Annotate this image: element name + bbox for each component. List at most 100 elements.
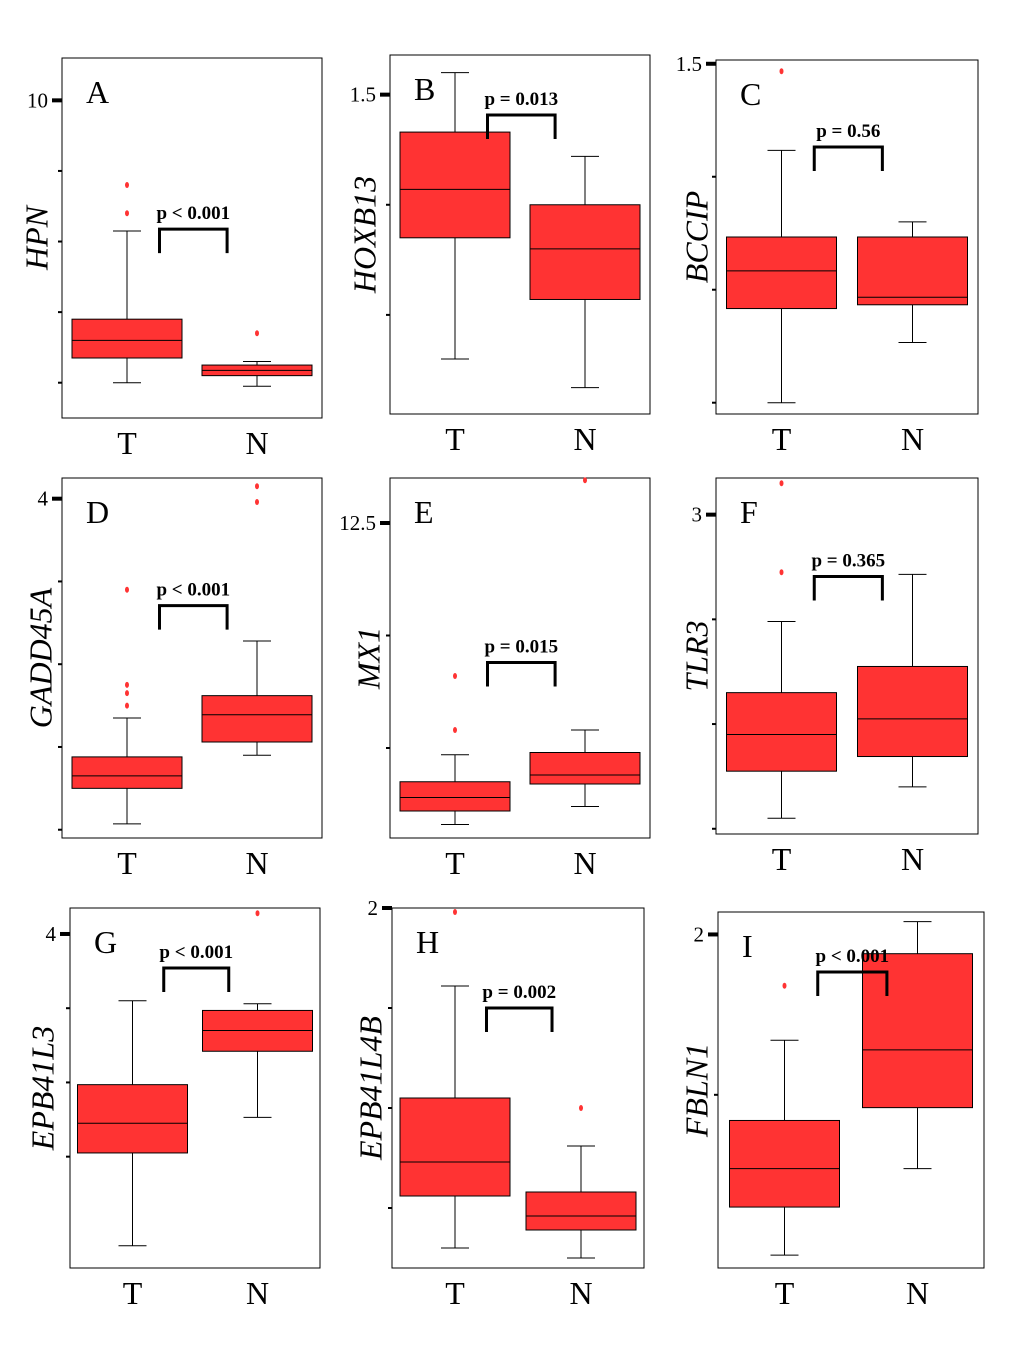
x-tick-label: T bbox=[772, 421, 792, 457]
significance-bracket bbox=[486, 113, 557, 139]
y-axis-label: MX1 bbox=[350, 627, 386, 690]
box-t bbox=[71, 586, 183, 825]
box-iqr bbox=[71, 318, 183, 359]
outlier-point bbox=[255, 910, 260, 917]
y-tick-label: 1.5 bbox=[676, 52, 702, 76]
panel-a: HPN A 10 T Np < 0.001 bbox=[18, 57, 323, 461]
panel-letter: G bbox=[94, 924, 117, 960]
panel-f: TLR3 F 3 T Np = 0.365 bbox=[678, 477, 979, 877]
p-value-label: p < 0.001 bbox=[159, 942, 233, 963]
p-value-label: p = 0.56 bbox=[816, 121, 880, 142]
outlier-point bbox=[779, 68, 784, 75]
panel-i: FBLN1 I 2 T Np < 0.001 bbox=[678, 911, 985, 1311]
outlier-point bbox=[125, 210, 129, 217]
panel-frame bbox=[715, 477, 979, 835]
p-value-label: p < 0.001 bbox=[156, 580, 230, 601]
box-iqr bbox=[726, 236, 837, 310]
x-tick-label: N bbox=[569, 1275, 592, 1311]
significance-bracket bbox=[486, 661, 557, 687]
y-tick-label: 10 bbox=[27, 88, 48, 112]
x-tick-label: T bbox=[445, 845, 465, 881]
box-n bbox=[857, 221, 968, 343]
box-iqr bbox=[729, 1119, 840, 1208]
box-iqr bbox=[71, 756, 183, 789]
x-tick-label: N bbox=[245, 845, 268, 881]
outlier-point bbox=[779, 480, 784, 487]
significance-bracket bbox=[162, 966, 231, 992]
panel-h: EPB41L4B H 2 T Np = 0.002 bbox=[352, 896, 645, 1311]
box-n bbox=[857, 573, 968, 788]
x-tick-label: N bbox=[245, 425, 268, 461]
y-axis-label: HOXB13 bbox=[346, 176, 382, 294]
outlier-point bbox=[255, 499, 259, 505]
panel-d: GADD45A D 4 T Np < 0.001 bbox=[22, 477, 323, 881]
p-value-label: p < 0.001 bbox=[156, 203, 230, 224]
panel-letter: C bbox=[740, 76, 761, 112]
box-n bbox=[529, 477, 641, 807]
x-tick-label: T bbox=[772, 841, 792, 877]
outlier-point bbox=[453, 727, 457, 733]
outlier-point bbox=[125, 702, 129, 709]
box-iqr bbox=[862, 953, 973, 1109]
panel-frame bbox=[715, 59, 979, 415]
significance-bracket bbox=[158, 227, 229, 254]
outlier-point bbox=[255, 330, 259, 337]
box-iqr bbox=[529, 752, 641, 785]
x-tick-label: T bbox=[445, 1275, 465, 1311]
y-axis-label: HPN bbox=[18, 204, 54, 271]
box-iqr bbox=[529, 204, 641, 300]
x-tick-label: N bbox=[906, 1275, 929, 1311]
panel-frame bbox=[61, 477, 323, 839]
y-axis-label: GADD45A bbox=[22, 587, 58, 728]
y-tick-label: 3 bbox=[692, 503, 703, 527]
p-value-label: p < 0.001 bbox=[816, 946, 890, 967]
panel-frame bbox=[389, 477, 651, 839]
y-axis-label: EPB41L3 bbox=[24, 1026, 60, 1151]
box-iqr bbox=[857, 236, 968, 306]
significance-bracket bbox=[812, 145, 884, 171]
outlier-point bbox=[255, 483, 259, 490]
outlier-point bbox=[125, 182, 129, 189]
box-n bbox=[862, 921, 973, 1170]
box-iqr bbox=[77, 1084, 188, 1154]
panel-letter: B bbox=[414, 71, 435, 107]
significance-bracket bbox=[158, 604, 229, 630]
y-axis-label: BCCIP bbox=[678, 191, 714, 283]
p-value-label: p = 0.002 bbox=[482, 982, 556, 1003]
outlier-point bbox=[125, 586, 129, 593]
box-iqr bbox=[857, 665, 968, 758]
y-tick-label: 2 bbox=[694, 922, 705, 946]
outlier-point bbox=[125, 681, 129, 688]
x-tick-label: N bbox=[573, 845, 596, 881]
box-t bbox=[77, 1000, 188, 1247]
y-tick-label: 4 bbox=[46, 922, 57, 946]
box-n bbox=[201, 330, 313, 387]
box-n bbox=[525, 1105, 637, 1259]
box-t bbox=[399, 673, 511, 825]
p-value-label: p = 0.365 bbox=[811, 550, 885, 571]
box-t bbox=[726, 480, 837, 819]
box-iqr bbox=[726, 692, 837, 772]
box-iqr bbox=[399, 1097, 511, 1197]
significance-bracket bbox=[485, 1006, 554, 1032]
panel-frame bbox=[389, 54, 651, 415]
y-axis-label: TLR3 bbox=[678, 620, 714, 691]
x-tick-label: T bbox=[445, 421, 465, 457]
outlier-point bbox=[579, 1105, 583, 1111]
panel-frame bbox=[717, 911, 985, 1269]
y-tick-label: 1.5 bbox=[350, 83, 376, 107]
panel-letter: I bbox=[742, 928, 753, 964]
p-value-label: p = 0.015 bbox=[484, 637, 558, 658]
significance-bracket bbox=[812, 574, 884, 601]
p-value-label: p = 0.013 bbox=[484, 89, 558, 110]
box-n bbox=[529, 155, 641, 389]
panel-e: MX1 E 12.5 T Np = 0.015 bbox=[339, 477, 651, 881]
outlier-point bbox=[453, 673, 457, 679]
x-tick-label: N bbox=[246, 1275, 269, 1311]
x-tick-label: T bbox=[117, 845, 137, 881]
box-t bbox=[71, 182, 183, 384]
box-iqr bbox=[201, 695, 313, 743]
box-t bbox=[729, 982, 840, 1256]
y-tick-label: 2 bbox=[368, 896, 379, 920]
